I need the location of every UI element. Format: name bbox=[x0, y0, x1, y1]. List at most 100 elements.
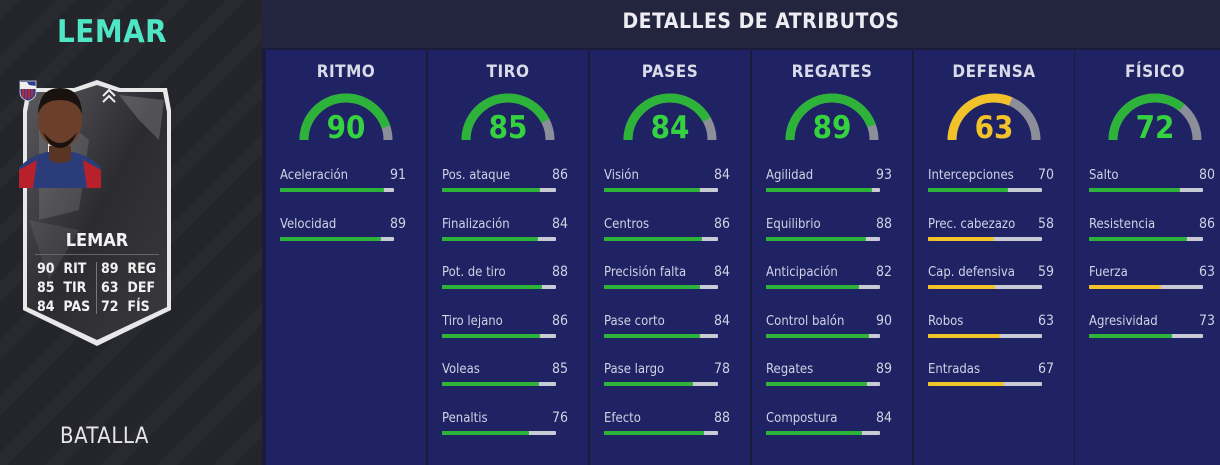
attribute-label: Control balón bbox=[766, 313, 845, 329]
attribute-value: 84 bbox=[713, 264, 730, 281]
attribute-bar-fill bbox=[442, 188, 541, 192]
attribute-label: Intercepciones bbox=[928, 168, 1014, 183]
attribute-row: Anticipación 82 bbox=[766, 264, 892, 295]
attribute-bar-fill bbox=[604, 285, 700, 290]
attribute-label: Penaltis bbox=[442, 411, 488, 426]
card-stats-right: 89 REG 63 DEF 72 FÍS bbox=[101, 260, 156, 317]
gauge-fill bbox=[947, 93, 1041, 141]
attribute-bar-fill bbox=[604, 333, 700, 338]
attribute-bar bbox=[766, 236, 880, 241]
player-card[interactable]: 86 MI LEMAR 90 RIT 85 TIR 84 PAS bbox=[19, 80, 175, 346]
attribute-row: Aceleración 91 bbox=[280, 167, 406, 198]
attribute-row: Tiro lejano 86 bbox=[442, 313, 568, 344]
attribute-value: 84 bbox=[713, 312, 730, 329]
category-value: 90 bbox=[326, 110, 366, 146]
attribute-row: Cap. defensiva 59 bbox=[928, 264, 1054, 295]
category-value: 72 bbox=[1135, 110, 1175, 146]
attribute-value: 63 bbox=[1037, 312, 1054, 329]
attribute-row: Pase largo 78 bbox=[604, 361, 730, 392]
attribute-row: Voleas 85 bbox=[442, 361, 568, 392]
attribute-bar-fill bbox=[766, 188, 873, 192]
category-value: 63 bbox=[974, 110, 1014, 146]
attribute-bar bbox=[442, 285, 556, 290]
attribute-label: Centros bbox=[604, 216, 650, 232]
category-title: REGATES bbox=[791, 62, 873, 82]
attribute-row: Pase corto 84 bbox=[604, 313, 730, 344]
attribute-label: Entradas bbox=[928, 362, 981, 378]
attribute-label: Finalización bbox=[442, 216, 510, 232]
attribute-row: Compostura 84 bbox=[766, 410, 892, 441]
attribute-bar-fill bbox=[604, 236, 703, 241]
attribute-bar bbox=[604, 236, 718, 241]
attribute-value: 59 bbox=[1037, 264, 1054, 281]
attribute-label: Resistencia bbox=[1089, 216, 1156, 232]
attribute-label: Prec. cabezazo bbox=[928, 216, 1016, 232]
attributes-section: DETALLES DE ATRIBUTOS RITMO 90 Aceleración… bbox=[262, 0, 1220, 465]
category-title: FÍSICO bbox=[1124, 62, 1186, 82]
attribute-label: Cap. defensiva bbox=[928, 265, 1015, 281]
attribute-value: 91 bbox=[389, 167, 406, 183]
attribute-bar-fill bbox=[442, 285, 543, 290]
category-panel: PASES 84 Visión 84 Centros 86 Precisión falta 8… bbox=[590, 50, 750, 465]
attribute-label: Voleas bbox=[442, 362, 480, 378]
attribute-value: 86 bbox=[551, 167, 568, 183]
card-type-label: BATALLA bbox=[60, 424, 149, 449]
gauge-fill bbox=[623, 93, 717, 141]
attribute-bar bbox=[604, 382, 718, 387]
attribute-panels: RITMO 90 Aceleración 91 Velocidad 89 TIRO 85 Pos… bbox=[262, 50, 1220, 465]
attribute-bar-fill bbox=[442, 236, 538, 241]
card-stat-phy: 72 FÍS bbox=[101, 299, 150, 315]
card-stat-def: 63 DEF bbox=[101, 280, 156, 296]
card-player-name: LEMAR bbox=[65, 230, 129, 251]
attribute-row: Salto 80 bbox=[1089, 167, 1215, 198]
attribute-bar bbox=[280, 236, 394, 241]
category-value: 85 bbox=[488, 110, 528, 146]
attribute-bar bbox=[604, 431, 718, 435]
attribute-row: Finalización 84 bbox=[442, 216, 568, 247]
attribute-bar bbox=[442, 382, 556, 387]
category-panel: TIRO 85 Pos. ataque 86 Finalización 84 Pot. de… bbox=[428, 50, 588, 465]
card-stats-left: 90 RIT 85 TIR 84 PAS bbox=[37, 260, 90, 317]
attribute-value: 86 bbox=[1198, 215, 1215, 232]
attribute-bar bbox=[766, 382, 880, 387]
attribute-value: 89 bbox=[875, 361, 892, 378]
category-gauge bbox=[947, 93, 1041, 141]
card-stats-divider bbox=[96, 262, 97, 314]
attribute-value: 84 bbox=[551, 215, 568, 232]
attribute-label: Salto bbox=[1089, 168, 1119, 183]
category-value: 84 bbox=[650, 110, 690, 146]
attribute-bar bbox=[604, 333, 718, 338]
attribute-value: 88 bbox=[551, 264, 568, 281]
attribute-label: Robos bbox=[928, 313, 964, 329]
attribute-row: Control balón 90 bbox=[766, 313, 892, 344]
attribute-row: Visión 84 bbox=[604, 167, 730, 198]
attribute-value: 76 bbox=[551, 410, 568, 426]
category-gauge bbox=[461, 93, 555, 141]
attribute-row: Pot. de tiro 88 bbox=[442, 264, 568, 295]
attribute-bar bbox=[442, 431, 556, 435]
attribute-value: 90 bbox=[875, 312, 892, 329]
attribute-bar bbox=[766, 188, 880, 192]
category-panel: DEFENSA 63 Intercepciones 70 Prec. cabezazo 5… bbox=[914, 50, 1074, 465]
attribute-row: Equilibrio 88 bbox=[766, 216, 892, 247]
attribute-bar-fill bbox=[604, 431, 705, 435]
attribute-row: Precisión falta 84 bbox=[604, 264, 730, 295]
attribute-row: Centros 86 bbox=[604, 216, 730, 247]
attribute-value: 93 bbox=[875, 167, 892, 183]
card-divider bbox=[35, 254, 159, 255]
attribute-bar bbox=[928, 188, 1042, 192]
attribute-bar bbox=[280, 188, 394, 192]
card-stat-dri: 89 REG bbox=[101, 261, 157, 277]
attribute-value: 63 bbox=[1198, 264, 1215, 281]
attribute-row: Resistencia 86 bbox=[1089, 216, 1215, 247]
attribute-value: 86 bbox=[713, 215, 730, 232]
attribute-bar-fill bbox=[1089, 333, 1173, 338]
attribute-label: Pos. ataque bbox=[442, 168, 511, 183]
attribute-bar bbox=[766, 285, 880, 290]
attribute-value: 80 bbox=[1198, 167, 1215, 183]
card-stat-pas: 84 PAS bbox=[37, 299, 91, 315]
player-panel: LEMAR 86 MI bbox=[0, 0, 262, 465]
category-title: TIRO bbox=[486, 62, 530, 82]
category-panel: RITMO 90 Aceleración 91 Velocidad 89 bbox=[266, 50, 426, 465]
attribute-label: Precisión falta bbox=[604, 265, 687, 281]
